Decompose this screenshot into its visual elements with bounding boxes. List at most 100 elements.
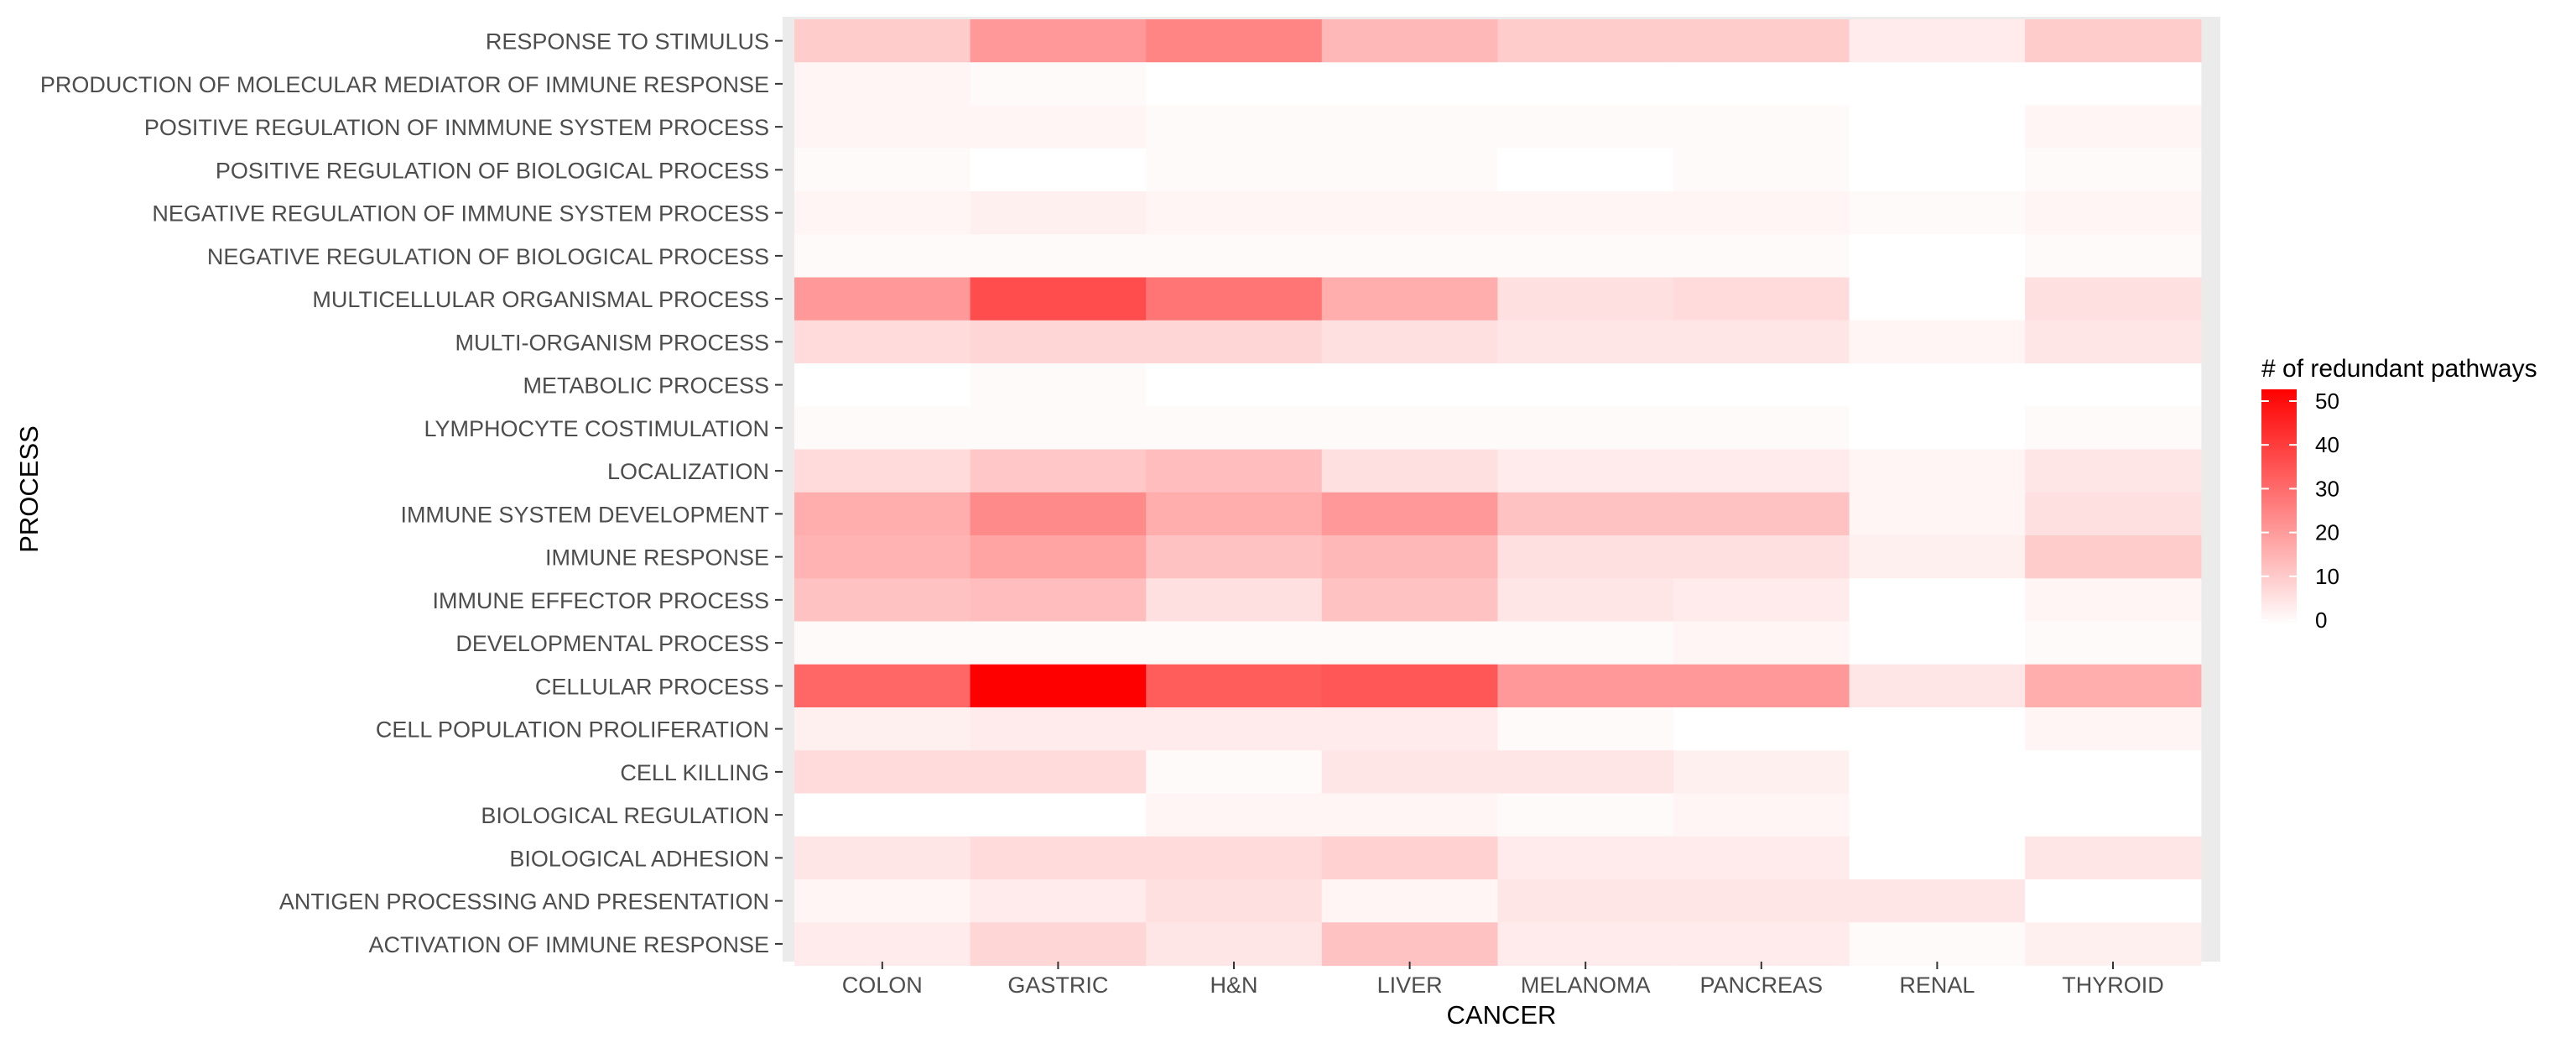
heatmap-cell (970, 191, 1147, 235)
heatmap-cell (794, 578, 971, 623)
heatmap-cell (1321, 62, 1498, 107)
heatmap-cell (2025, 621, 2202, 665)
heatmap-cell (1849, 664, 2026, 708)
y-tick-label: LYMPHOCYTE COSTIMULATION (424, 416, 769, 441)
y-tick-label: ACTIVATION OF IMMUNE RESPONSE (368, 932, 769, 957)
heatmap-cell (1673, 879, 1850, 923)
heatmap-cell (1849, 19, 2026, 63)
heatmap-cell (794, 234, 971, 279)
heatmap-cell (1321, 535, 1498, 579)
heatmap-cell (1497, 492, 1674, 536)
heatmap-cell (2025, 62, 2202, 107)
heatmap-cell (1849, 320, 2026, 364)
heatmap-cell (1849, 277, 2026, 321)
heatmap-cell (1321, 750, 1498, 795)
heatmap-cell (1321, 105, 1498, 149)
heatmap-cell (1497, 406, 1674, 451)
legend-colorbar (2261, 389, 2297, 625)
heatmap-cell (1321, 19, 1498, 63)
heatmap-cell (1673, 406, 1850, 451)
x-axis-title: CANCER (1447, 1000, 1557, 1030)
heatmap-cell (794, 621, 971, 665)
heatmap-cell (1497, 19, 1674, 63)
heatmap-cell (1321, 277, 1498, 321)
heatmap-cell (970, 62, 1147, 107)
heatmap-cell (1849, 191, 2026, 235)
x-tick-label: COLON (842, 973, 923, 998)
heatmap-cell (794, 277, 971, 321)
heatmap-cell (1497, 449, 1674, 493)
heatmap-cell (1497, 234, 1674, 279)
heatmap-cell (1321, 707, 1498, 751)
heatmap-cell (2025, 879, 2202, 923)
y-axis-title: PROCESS (14, 425, 44, 553)
heatmap-cell (794, 62, 971, 107)
heatmap-cell (1849, 750, 2026, 795)
heatmap-cell (794, 492, 971, 536)
heatmap-cell (1146, 62, 1323, 107)
color-legend: # of redundant pathways 0 10 20 30 40 50 (2261, 355, 2537, 633)
heatmap-cell (1849, 148, 2026, 192)
heatmap-cell (1497, 707, 1674, 751)
heatmap-cell (1321, 664, 1498, 708)
heatmap-cell (970, 707, 1147, 751)
x-tick-label: PANCREAS (1700, 973, 1824, 998)
y-tick-label: MULTI-ORGANISM PROCESS (455, 330, 769, 355)
heatmap-cell (1321, 793, 1498, 837)
heatmap-cell (794, 750, 971, 795)
heatmap-cell (1146, 535, 1323, 579)
heatmap-cell (2025, 922, 2202, 967)
heatmap-cell (1849, 707, 2026, 751)
heatmap-cell (794, 449, 971, 493)
heatmap-cell (2025, 19, 2202, 63)
heatmap-cell (2025, 363, 2202, 407)
heatmap-cell (1497, 105, 1674, 149)
heatmap-cell (794, 836, 971, 880)
heatmap-cell (2025, 578, 2202, 623)
heatmap-cell (1146, 664, 1323, 708)
heatmap-cells (794, 19, 2202, 967)
heatmap-cell (1146, 19, 1323, 63)
legend-tick-label: 20 (2315, 520, 2339, 545)
heatmap-cell (1849, 492, 2026, 536)
heatmap-cell (1849, 836, 2026, 880)
legend-title: # of redundant pathways (2261, 355, 2537, 383)
heatmap-cell (2025, 664, 2202, 708)
heatmap-cell (2025, 836, 2202, 880)
heatmap-cell (1497, 621, 1674, 665)
heatmap-cell (1673, 836, 1850, 880)
heatmap-cell (1497, 535, 1674, 579)
heatmap-cell (1146, 406, 1323, 451)
heatmap-cell (970, 793, 1147, 837)
heatmap-cell (1146, 750, 1323, 795)
legend-tick-label: 30 (2315, 476, 2339, 501)
heatmap-cell (1673, 234, 1850, 279)
heatmap-cell (2025, 234, 2202, 279)
heatmap-cell (1673, 492, 1850, 536)
heatmap-cell (970, 922, 1147, 967)
heatmap-cell (1497, 148, 1674, 192)
heatmap-cell (1497, 578, 1674, 623)
legend-tick-label: 40 (2315, 432, 2339, 457)
heatmap-cell (2025, 449, 2202, 493)
heatmap-cell (1673, 105, 1850, 149)
heatmap-cell (1146, 234, 1323, 279)
heatmap-cell (1321, 148, 1498, 192)
heatmap-cell (970, 406, 1147, 451)
heatmap-cell (1321, 879, 1498, 923)
heatmap-cell (794, 19, 971, 63)
heatmap-cell (1321, 449, 1498, 493)
heatmap-cell (1146, 363, 1323, 407)
heatmap-cell (794, 406, 971, 451)
y-tick-label: BIOLOGICAL REGULATION (481, 803, 769, 828)
heatmap-cell (1673, 19, 1850, 63)
heatmap-cell (1497, 836, 1674, 880)
heatmap-cell (794, 664, 971, 708)
heatmap-cell (794, 105, 971, 149)
heatmap-cell (1849, 535, 2026, 579)
heatmap-cell (794, 191, 971, 235)
y-tick-label: DEVELOPMENTAL PROCESS (455, 631, 769, 656)
heatmap-cell (1849, 922, 2026, 967)
heatmap-cell (794, 535, 971, 579)
